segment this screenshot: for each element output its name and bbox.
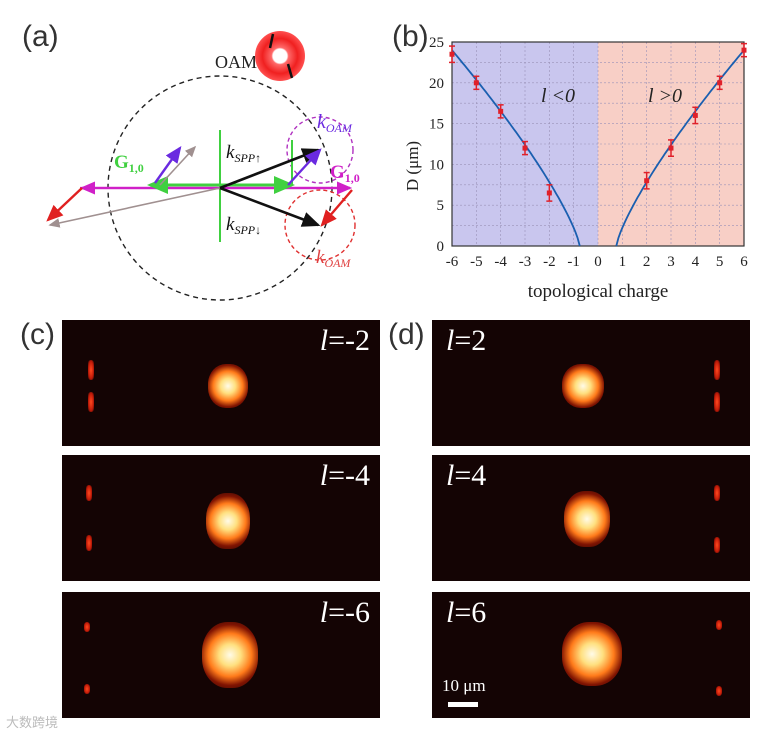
- panel-label-b: (b): [392, 20, 429, 53]
- g-left-label: G: [114, 152, 129, 173]
- y-axis-label: D (μm): [403, 141, 422, 191]
- x-tick-label: -2: [543, 254, 556, 270]
- data-point: [643, 171, 650, 190]
- fit-curve-negative: [451, 49, 581, 247]
- l-value-label: l=6: [446, 596, 487, 629]
- l-value-label: l=2: [446, 324, 487, 357]
- image-panel-d-3: l=6 10 μm: [432, 592, 750, 718]
- x-tick-label: -6: [446, 254, 459, 270]
- x-tick-label: 0: [594, 254, 602, 270]
- l-value-label: l=-6: [319, 596, 370, 629]
- data-point: [668, 139, 674, 157]
- x-tick-label: 4: [692, 254, 700, 270]
- k-spp-up-label: k: [226, 142, 235, 163]
- x-axis-label: topological charge: [528, 281, 669, 302]
- image-panel-c-2: l=-4: [62, 455, 380, 581]
- k-spp-down-label: k: [226, 214, 235, 235]
- panel-label-c: (c): [20, 318, 55, 351]
- y-tick-label: 5: [437, 198, 445, 214]
- y-tick-label: 0: [437, 239, 445, 255]
- image-panel-d-2: l=4: [432, 455, 750, 581]
- fit-curve-positive: [615, 49, 745, 247]
- svg-text:kSPP↓: kSPP↓: [226, 214, 261, 237]
- panel-label-d: (d): [388, 318, 425, 351]
- image-panel-c-1: l=-2: [62, 320, 380, 446]
- x-tick-label: -1: [567, 254, 580, 270]
- x-tick-label: 5: [716, 254, 724, 270]
- x-tick-label: 6: [740, 254, 748, 270]
- l-value-label: l=-2: [319, 324, 370, 357]
- data-point: [716, 75, 723, 91]
- x-tick-label: 3: [667, 254, 675, 270]
- data-point: [692, 106, 699, 125]
- svg-text:G1,0: G1,0: [330, 162, 360, 185]
- scale-bar-label: 10 μm: [442, 676, 486, 695]
- svg-text:G1,0: G1,0: [114, 152, 144, 175]
- data-point: [473, 75, 480, 91]
- panel-label-a: (a): [22, 20, 59, 53]
- y-tick-label: 20: [429, 76, 444, 92]
- y-tick-label: 10: [429, 157, 444, 173]
- x-tick-label: -4: [494, 254, 507, 270]
- data-point: [546, 184, 553, 202]
- y-tick-label: 15: [429, 117, 444, 133]
- data-point: [497, 104, 504, 119]
- image-panel-d-1: l=2: [432, 320, 750, 446]
- dashed-circle-purple: [286, 116, 354, 184]
- l-value-label: l=-4: [319, 459, 370, 492]
- k-oam-bottom-label: k: [316, 247, 325, 268]
- x-tick-label: -5: [470, 254, 483, 270]
- x-tick-label: 1: [619, 254, 627, 270]
- scale-bar: [448, 702, 478, 707]
- region-left-label: l <0: [541, 85, 575, 107]
- data-point: [522, 140, 528, 156]
- image-panel-c-3: l=-6: [62, 592, 380, 718]
- g-right-label: G: [330, 162, 345, 183]
- oam-ring-icon: [255, 31, 305, 81]
- vector-diagram: OAM kOAM kSPP↑ kSPP↓ G1,0 G1,0 kOAM: [46, 31, 360, 301]
- l-value-label: l=4: [446, 459, 487, 492]
- dashed-circle-red: [284, 189, 356, 261]
- x-tick-label: -3: [519, 254, 532, 270]
- svg-text:kOAM: kOAM: [316, 247, 351, 270]
- data-point: [741, 42, 747, 58]
- watermark: 大数跨境: [6, 715, 59, 730]
- data-point: [449, 45, 455, 64]
- k-oam-top-label: k: [317, 111, 327, 133]
- y-tick-label: 25: [429, 35, 444, 51]
- x-tick-label: 2: [643, 254, 651, 270]
- region-right-label: l >0: [648, 85, 682, 107]
- plot-frame: [451, 41, 745, 247]
- svg-text:kOAM: kOAM: [317, 111, 353, 135]
- oam-label: OAM: [215, 52, 257, 72]
- svg-text:kSPP↑: kSPP↑: [226, 142, 261, 165]
